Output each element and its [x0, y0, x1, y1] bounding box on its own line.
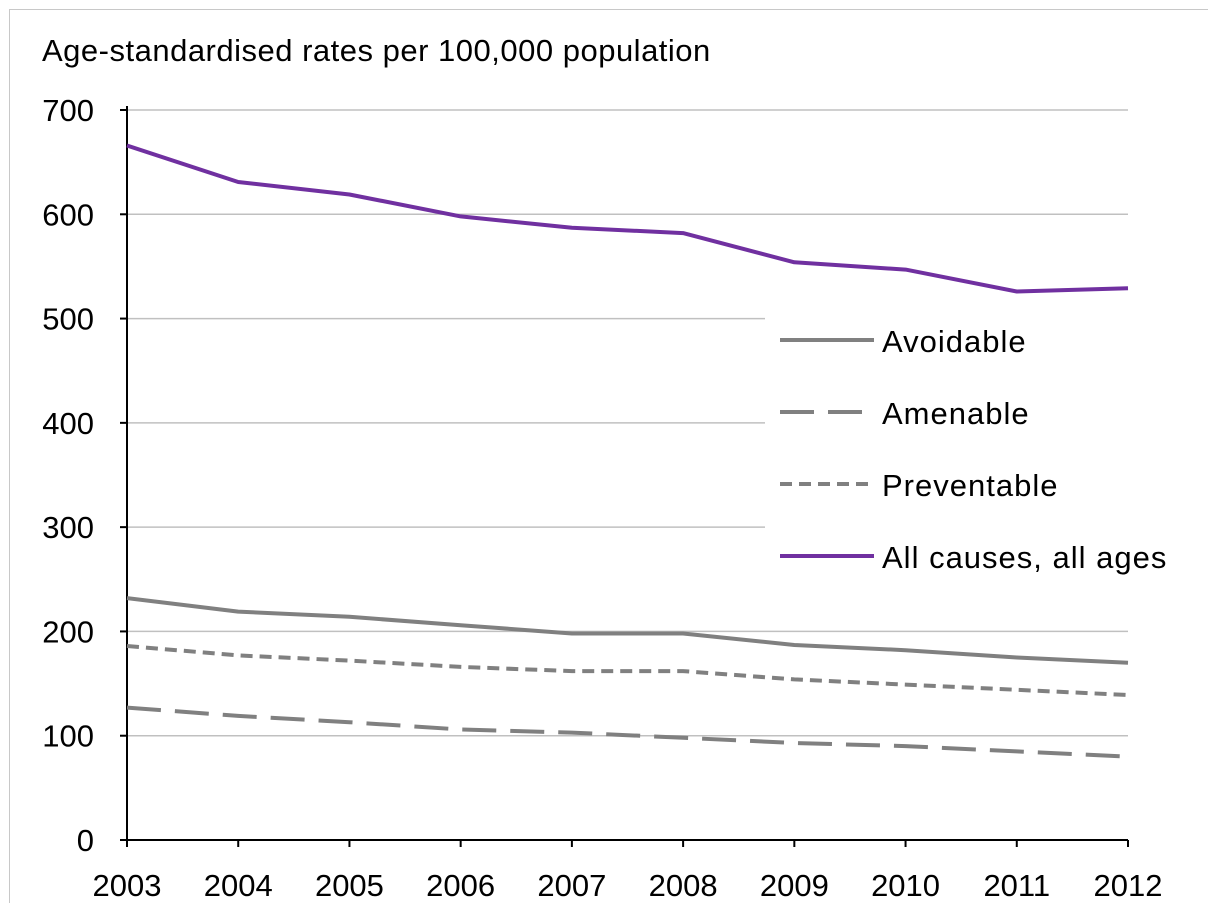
x-tick-label: 2011 [983, 868, 1050, 903]
series-line-avoidable [126, 596, 1129, 665]
y-tick-label: 700 [42, 93, 94, 128]
x-tick-label: 2009 [760, 868, 829, 903]
x-tick-label: 2005 [315, 868, 384, 903]
legend-label: Preventable [882, 468, 1058, 503]
y-tick-label: 400 [42, 406, 94, 441]
y-tick-label: 300 [42, 510, 94, 545]
x-tick-label: 2006 [426, 868, 495, 903]
y-tick-label: 200 [42, 614, 94, 649]
y-tick-label: 0 [77, 823, 94, 858]
x-tick-label: 2007 [537, 868, 606, 903]
legend-label: All causes, all ages [882, 540, 1167, 575]
legend-label: Avoidable [882, 324, 1027, 359]
x-tick-label: 2012 [1094, 868, 1163, 903]
series-line-preventable [126, 644, 1129, 697]
x-tick-label: 2004 [204, 868, 273, 903]
y-tick-label: 500 [42, 302, 94, 337]
y-axis-unit-label: Age-standardised rates per 100,000 popul… [42, 33, 711, 68]
x-tick-label: 2008 [649, 868, 718, 903]
x-tick-label: 2003 [93, 868, 162, 903]
series-line-amenable [126, 705, 1129, 759]
y-tick-label: 600 [42, 197, 94, 232]
chart-frame [9, 9, 1208, 903]
x-tick-label: 2010 [871, 868, 940, 903]
y-tick-label: 100 [42, 719, 94, 754]
legend-label: Amenable [882, 396, 1030, 431]
series-line-all-causes-all-ages [126, 143, 1129, 294]
